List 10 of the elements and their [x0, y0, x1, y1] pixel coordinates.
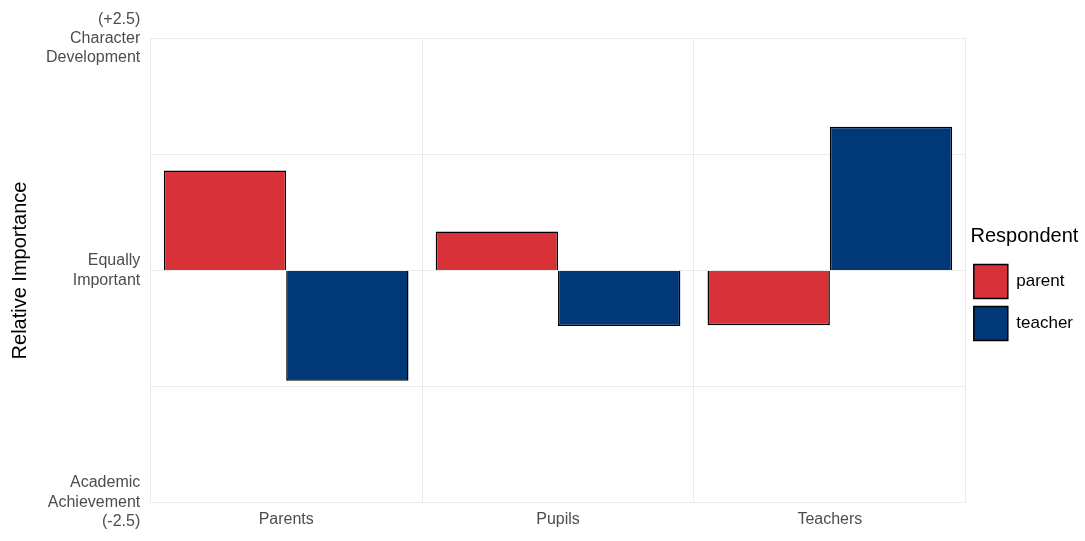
legend-label: parent — [1016, 271, 1065, 291]
x-tick-label: Parents — [258, 510, 314, 528]
y-tick-label: (+2.5) Character Development — [45, 10, 141, 66]
x-tick-label: Pupils — [536, 510, 580, 528]
y-tick-label: Academic Achievement (-2.5) — [47, 473, 141, 529]
y-tick-label: Equally Important — [72, 251, 141, 288]
x-tick-label: Teachers — [797, 510, 863, 528]
legend-title: Respondent — [970, 224, 1079, 247]
y-axis-title: Relative Importance — [7, 181, 30, 360]
legend-label: teacher — [1016, 313, 1074, 333]
